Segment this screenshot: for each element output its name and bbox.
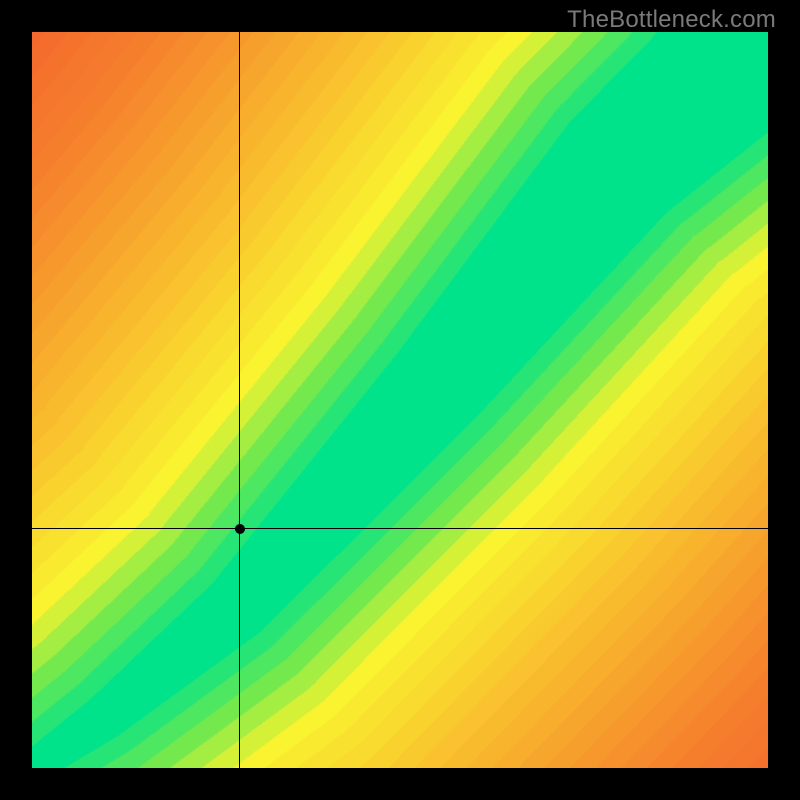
crosshair-marker-dot [235, 524, 245, 534]
crosshair-horizontal [32, 528, 768, 529]
chart-frame: TheBottleneck.com [0, 0, 800, 800]
crosshair-vertical [239, 32, 240, 768]
plot-area [32, 32, 768, 768]
watermark-text: TheBottleneck.com [567, 6, 776, 34]
heatmap-canvas [32, 32, 768, 768]
